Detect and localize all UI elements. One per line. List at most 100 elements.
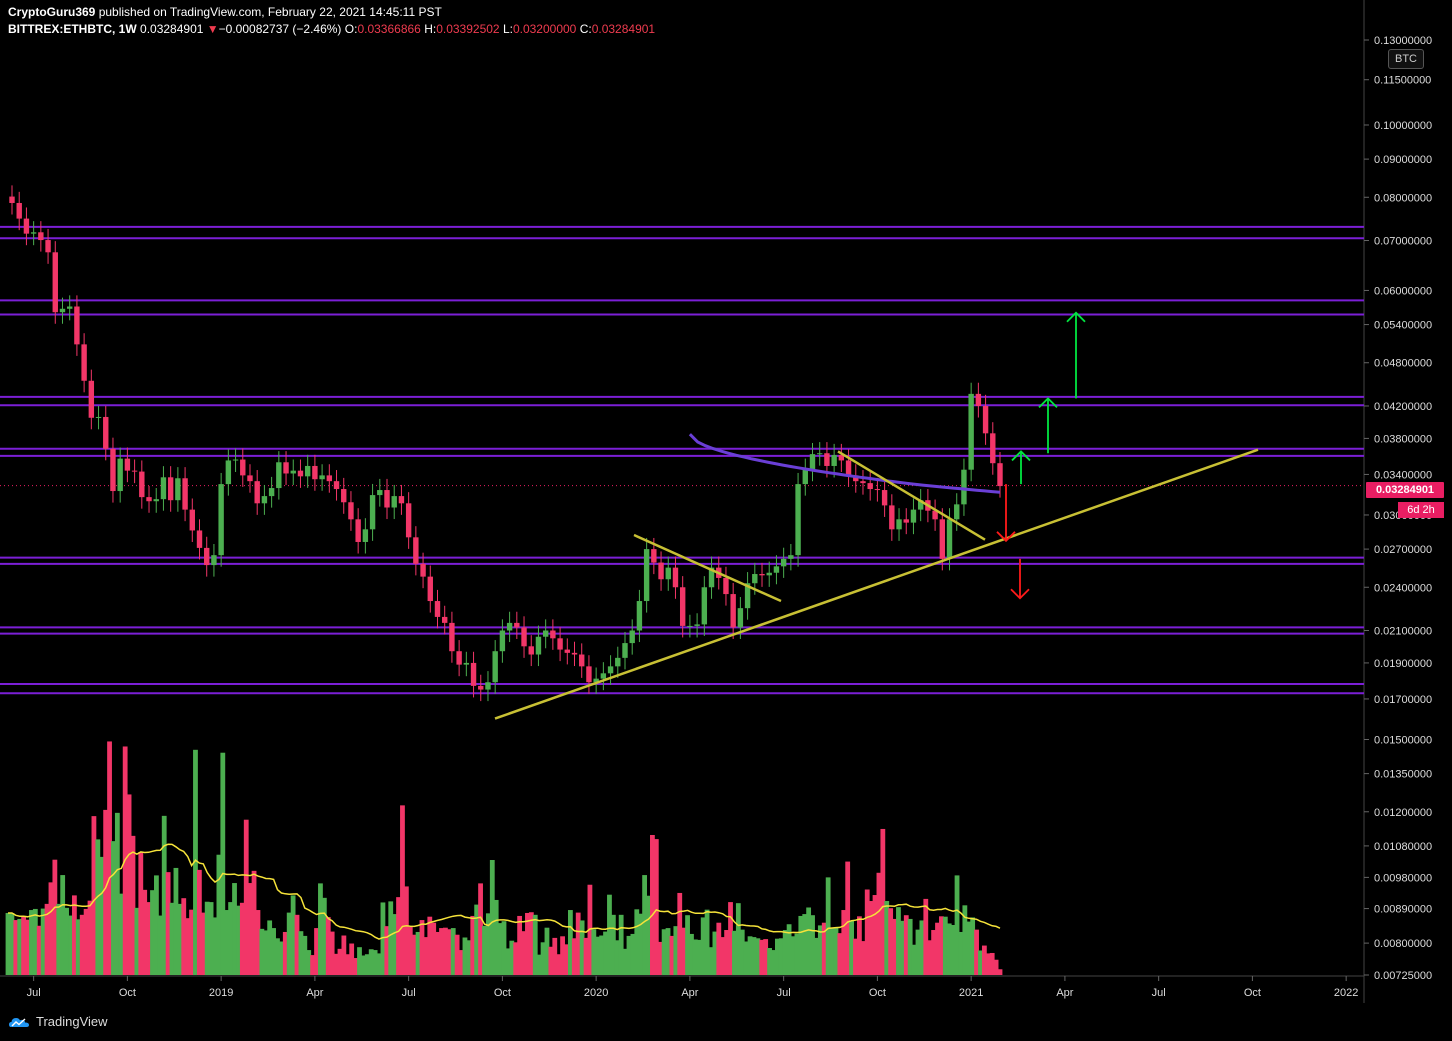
candle-body (651, 549, 657, 563)
y-tick-label: 0.04200000 (1374, 401, 1432, 413)
volume-bar (341, 935, 347, 975)
volume-bar (798, 915, 804, 975)
publish-info: CryptoGuru369 published on TradingView.c… (8, 5, 442, 19)
volume-bar (665, 928, 671, 975)
volume-bar (177, 903, 183, 975)
candle-body (312, 465, 318, 480)
candle-body (571, 652, 578, 655)
volume-bar (868, 901, 874, 975)
volume-bar (462, 937, 468, 975)
volume-bar (771, 950, 776, 975)
candle-body (896, 519, 902, 530)
volume-bar (134, 907, 140, 975)
volume-bar (224, 910, 230, 975)
volume-bar (833, 927, 839, 975)
tradingview-footer[interactable]: TradingView (8, 1014, 108, 1029)
volume-bar (384, 926, 390, 975)
volume-bar (333, 953, 339, 975)
candle-body (809, 454, 816, 470)
candle-body (737, 608, 744, 628)
volume-bar (271, 928, 276, 975)
candle-body (881, 490, 888, 506)
volume-bar (25, 919, 30, 975)
volume-bar (958, 931, 964, 975)
volume-bar (388, 901, 394, 975)
candle-body (889, 505, 895, 530)
volume-bar (345, 954, 351, 975)
volume-bar (907, 918, 913, 975)
candle-body (131, 470, 138, 472)
candle-body (9, 196, 15, 203)
volume-bar (661, 929, 667, 975)
candle-body (607, 666, 614, 674)
candle-body (362, 529, 369, 542)
volume-bar (376, 953, 382, 975)
candle-body (528, 646, 534, 655)
volume-bar (169, 902, 175, 975)
volume-bar (103, 809, 109, 975)
volume-bar (71, 895, 77, 975)
volume-bar (165, 872, 171, 975)
y-tick-label: 0.00725000 (1374, 970, 1432, 982)
candle-body (153, 499, 159, 502)
candle-body (903, 519, 909, 523)
volume-bar (212, 917, 218, 975)
volume-bar (189, 909, 194, 975)
volume-bar (747, 936, 753, 975)
author-name[interactable]: CryptoGuru369 (8, 5, 96, 19)
volume-bar (298, 931, 304, 975)
volume-bar (993, 959, 999, 975)
volume-bar (614, 940, 620, 975)
candle-body (355, 519, 361, 542)
volume-bar (841, 910, 847, 975)
y-tick-label: 0.01500000 (1374, 734, 1432, 746)
volume-bar (83, 908, 89, 975)
volume-bar (607, 894, 612, 975)
candle-body (341, 489, 347, 503)
volume-bar (466, 940, 472, 975)
candle-body (456, 651, 462, 665)
volume-bar (372, 950, 378, 975)
volume-bar (150, 890, 155, 975)
candle-body (831, 455, 837, 466)
volume-bar (247, 883, 253, 975)
open-label: O: (344, 22, 358, 36)
volume-bar (560, 936, 565, 975)
volume-bar (657, 941, 663, 975)
down-arrow-icon-head (1010, 588, 1030, 600)
volume-bar (439, 928, 444, 975)
tradingview-logo-icon (9, 1017, 29, 1027)
volume-bar (849, 920, 854, 975)
candle-body (211, 555, 217, 566)
candle-body (268, 488, 275, 497)
volume-bar (329, 931, 335, 975)
y-tick-label: 0.11500000 (1374, 75, 1431, 87)
candle-body (384, 490, 390, 508)
volume-bar (349, 943, 355, 975)
volume-bar (142, 889, 148, 975)
candle-body (542, 630, 549, 637)
volume-bar (193, 749, 198, 975)
volume-bar (146, 902, 151, 975)
descending-trendline-2020 (633, 533, 782, 603)
x-tick-label: 2019 (209, 987, 233, 999)
volume-bar (157, 915, 163, 975)
y-tick-label: 0.09000000 (1374, 154, 1432, 166)
volume-bar (845, 861, 851, 975)
candle-body (175, 478, 181, 501)
volume-bar (40, 908, 46, 975)
candle-body (38, 232, 44, 241)
volume-bar (942, 916, 948, 975)
x-tick-label: Apr (1056, 987, 1073, 999)
candle-body (579, 654, 585, 667)
volume-bar (919, 920, 925, 975)
volume-bar (111, 841, 116, 975)
volume-bar (646, 895, 651, 975)
currency-unit-badge[interactable]: BTC (1388, 49, 1424, 69)
volume-bar (36, 925, 42, 975)
volume-bar (196, 869, 202, 975)
volume-bar (872, 895, 878, 975)
volume-bar (130, 835, 136, 975)
candle-body (420, 563, 426, 577)
